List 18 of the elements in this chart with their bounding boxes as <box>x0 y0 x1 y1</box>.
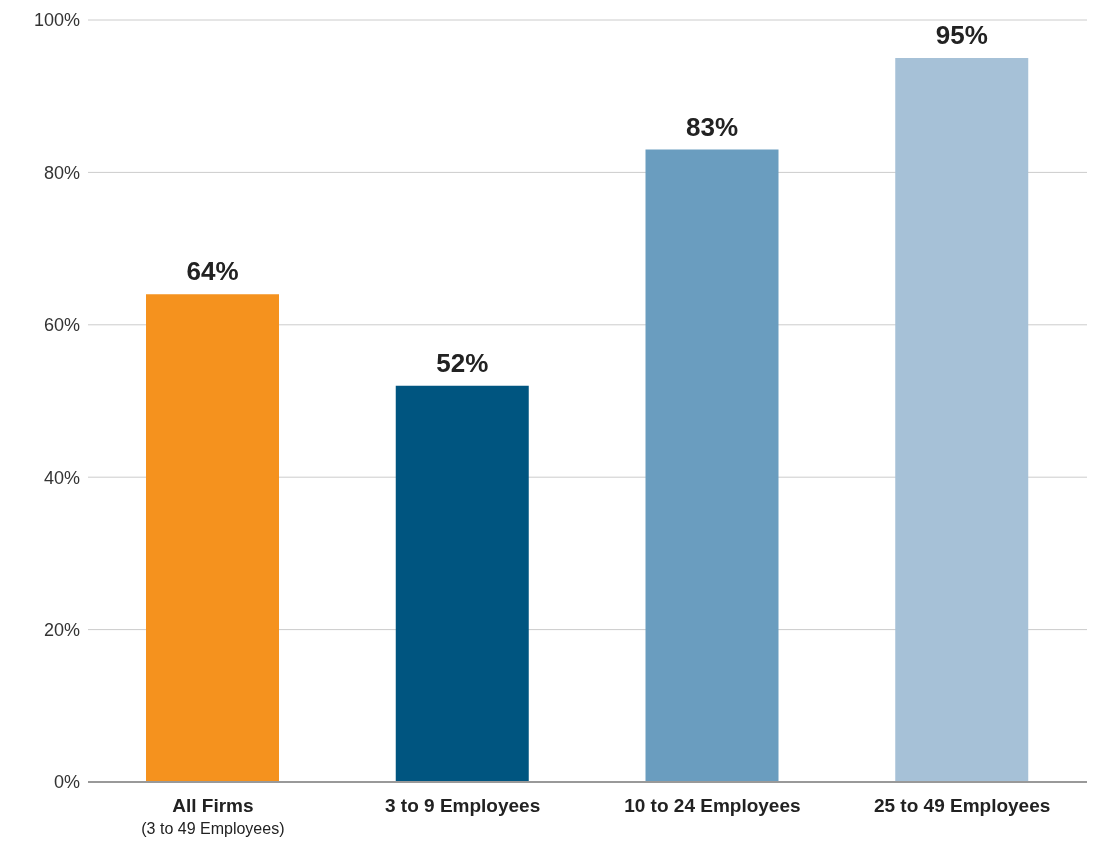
y-tick-label: 60% <box>43 315 80 336</box>
y-tick-label: 80% <box>43 162 80 183</box>
bar <box>146 294 279 782</box>
y-tick-label: 40% <box>43 467 80 488</box>
data-label: 52% <box>436 347 489 378</box>
data-label: 83% <box>685 111 739 142</box>
x-tick-label: 3 to 9 Employees <box>385 795 541 816</box>
data-label: 64% <box>186 256 239 287</box>
bar <box>645 149 779 782</box>
bar <box>395 385 529 782</box>
x-tick-label: 25 to 49 Employees <box>873 795 1051 816</box>
y-tick-label: 100% <box>33 10 80 31</box>
y-tick-label: 20% <box>43 619 80 640</box>
bar <box>895 58 1029 782</box>
y-tick-label: 0% <box>53 772 80 793</box>
data-label: 95% <box>935 20 988 51</box>
x-tick-label: All Firms (3 to 49 Employees) <box>141 795 285 837</box>
x-tick-label: 10 to 24 Employees <box>624 795 801 816</box>
